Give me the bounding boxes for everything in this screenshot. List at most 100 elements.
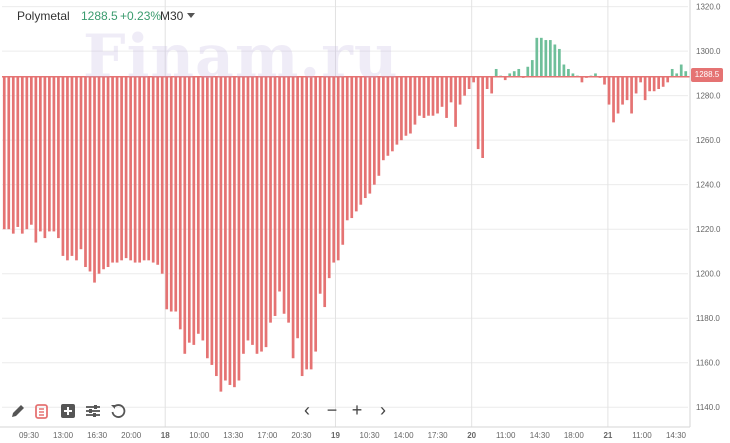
scroll-left-button[interactable]: ‹ — [304, 400, 310, 420]
bar — [165, 76, 169, 310]
x-tick-label: 18 — [161, 431, 170, 440]
y-tick-label: 1240.0 — [696, 181, 721, 190]
bar — [269, 76, 272, 323]
bar — [634, 76, 638, 94]
bar — [607, 76, 611, 105]
x-tick-label: 09:30 — [19, 431, 40, 440]
bar — [517, 68, 521, 77]
bar — [25, 76, 29, 230]
bar — [567, 68, 570, 77]
bar — [57, 76, 60, 239]
bar — [205, 76, 209, 359]
bar — [558, 48, 561, 77]
bar — [2, 76, 6, 230]
bar — [39, 76, 42, 232]
bar — [147, 76, 151, 261]
timeframe-selector[interactable]: M30 — [160, 9, 184, 23]
bar — [169, 76, 173, 312]
bar — [133, 76, 137, 263]
bar — [404, 76, 408, 136]
bar — [580, 76, 584, 83]
bar — [66, 76, 69, 261]
bar — [7, 76, 11, 230]
bar — [472, 76, 475, 83]
bar — [106, 76, 110, 268]
x-tick-label: 20 — [467, 431, 476, 440]
bar — [287, 76, 290, 323]
bar — [251, 76, 254, 345]
bar — [34, 76, 38, 243]
indicator-list-icon[interactable] — [33, 402, 51, 420]
bar — [535, 37, 539, 77]
bar — [233, 76, 236, 388]
y-tick-label: 1320.0 — [696, 3, 721, 12]
bar — [418, 76, 421, 116]
y-tick-label: 1300.0 — [696, 47, 721, 56]
bar — [278, 76, 281, 292]
bar — [485, 76, 489, 90]
bar — [359, 76, 363, 205]
x-tick-label: 13:00 — [53, 431, 74, 440]
chevron-down-icon[interactable] — [187, 13, 195, 18]
bar — [625, 76, 629, 101]
bar — [151, 76, 155, 263]
bar — [124, 76, 128, 259]
bar — [323, 76, 327, 308]
x-tick-label: 17:00 — [257, 431, 278, 440]
bar — [372, 76, 376, 185]
bar — [237, 76, 241, 381]
y-tick-label: 1280.0 — [696, 92, 721, 101]
settings-sliders-icon[interactable] — [84, 402, 102, 420]
bar — [548, 40, 552, 77]
bar — [305, 76, 308, 370]
bar — [436, 76, 439, 114]
bar — [345, 76, 349, 221]
bar — [675, 73, 679, 77]
price-change: +0.23% — [120, 9, 162, 23]
bar — [314, 76, 318, 352]
bar — [458, 76, 462, 105]
bar — [228, 76, 232, 385]
reset-icon[interactable] — [109, 402, 127, 420]
y-tick-label: 1160.0 — [696, 359, 720, 368]
bar — [616, 76, 620, 114]
bar — [43, 76, 47, 239]
x-tick-label: 18:00 — [564, 431, 585, 440]
bar — [562, 64, 566, 77]
add-indicator-icon[interactable] — [59, 402, 77, 420]
x-tick-label: 11:00 — [496, 431, 516, 440]
scroll-right-button[interactable]: › — [380, 400, 386, 420]
bar — [657, 76, 661, 90]
bar — [481, 76, 485, 158]
x-tick-label: 19 — [331, 431, 340, 440]
bar — [84, 76, 87, 268]
bar — [178, 76, 182, 330]
x-tick-label: 10:00 — [189, 431, 210, 440]
bar — [553, 44, 557, 77]
zoom-in-button[interactable]: + — [351, 400, 363, 420]
bar — [490, 76, 494, 94]
bar — [413, 76, 417, 125]
x-tick-label: 14:30 — [666, 431, 687, 440]
bar — [201, 76, 205, 341]
bar — [11, 76, 15, 234]
x-tick-label: 20:00 — [121, 431, 142, 440]
bar — [52, 76, 56, 232]
pencil-icon[interactable] — [9, 402, 27, 420]
bar — [354, 76, 358, 212]
bar — [427, 76, 430, 116]
bar — [431, 76, 435, 116]
bar — [97, 76, 101, 274]
bar — [129, 76, 132, 261]
bar — [332, 76, 336, 263]
bar — [467, 76, 471, 90]
ticker-name[interactable]: Polymetal — [17, 9, 70, 23]
bar — [539, 37, 543, 77]
zoom-out-button[interactable]: − — [326, 400, 338, 420]
bar — [291, 76, 295, 359]
current-price-tag: 1288.5 — [691, 68, 723, 82]
bar — [318, 76, 322, 294]
bar — [684, 71, 688, 77]
bar — [648, 76, 651, 92]
